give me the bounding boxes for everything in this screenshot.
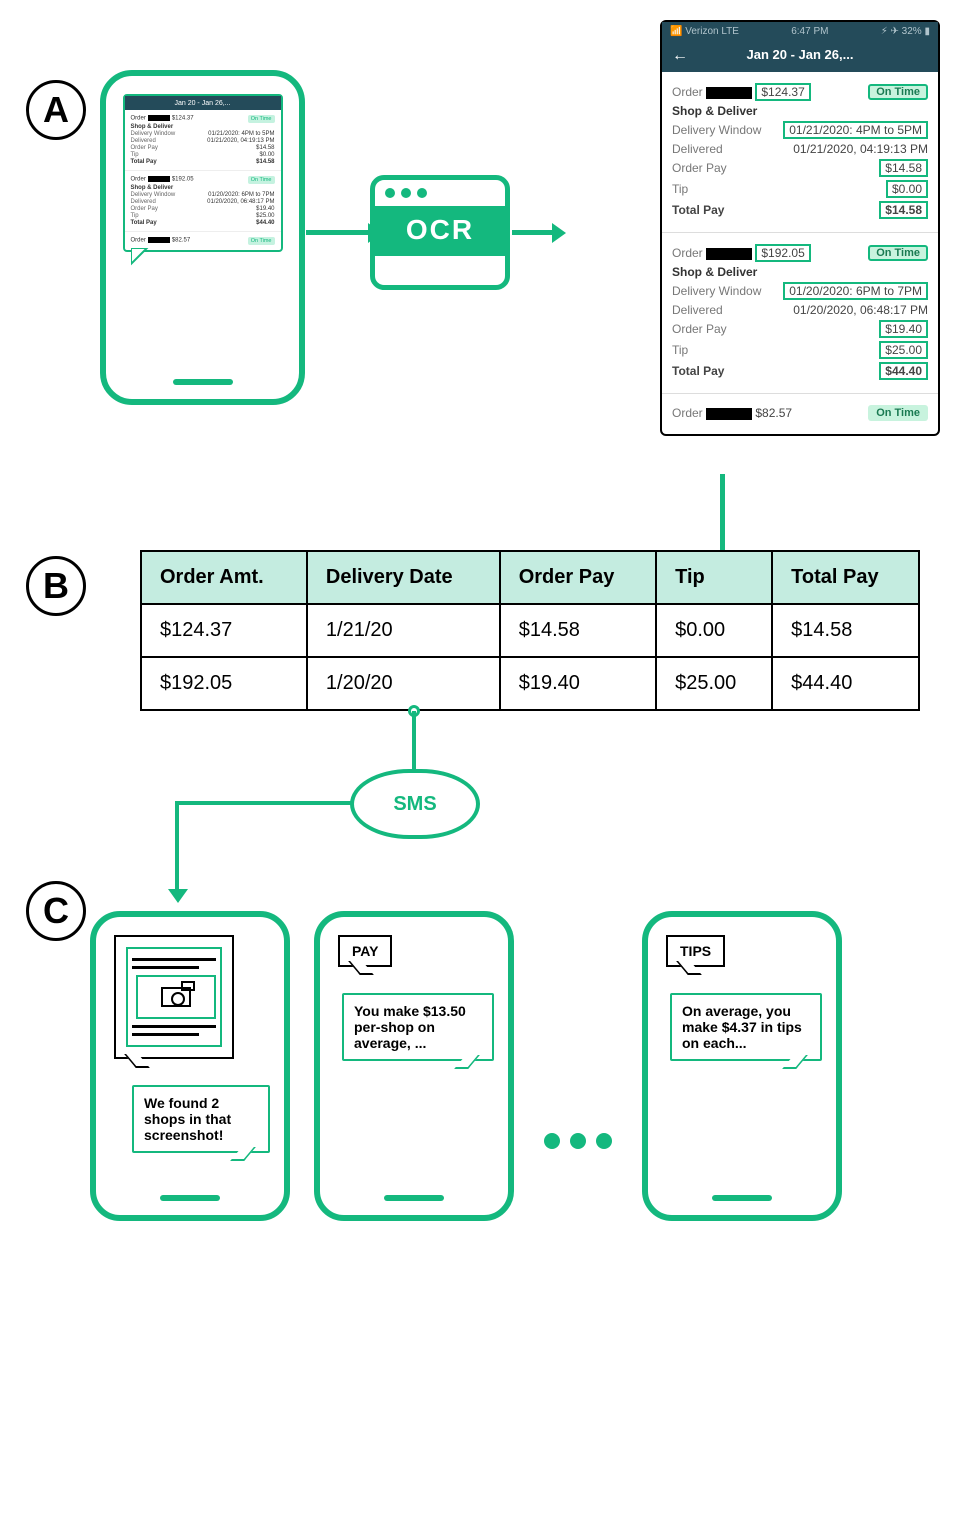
home-indicator [384, 1195, 444, 1201]
user-message: PAY [338, 935, 392, 967]
ellipsis-icon [544, 1133, 612, 1149]
reply-bubble: You make $13.50 per-shop on average, ... [342, 993, 494, 1061]
arrow-head-icon [168, 889, 188, 903]
redacted-icon [706, 408, 752, 420]
window-dot-icon [417, 188, 427, 198]
extracted-window: 01/21/2020: 4PM to 5PM [783, 121, 928, 139]
section-b: B Order Amt. Delivery Date Order Pay Tip… [20, 550, 960, 711]
window-dot-icon [385, 188, 395, 198]
ontime-badge: On Time [868, 84, 928, 100]
phone-response-1: We found 2 shops in that screenshot! [90, 911, 290, 1221]
col-total-pay: Total Pay [772, 551, 919, 604]
redacted-icon [706, 87, 752, 99]
speech-tail-icon [131, 248, 151, 266]
connector-b-to-c: SMS [20, 711, 960, 911]
table-row: $192.051/20/20$19.40$25.00$44.40 [141, 657, 919, 710]
camera-icon [136, 975, 216, 1019]
phone-response-3: TIPS On average, you make $4.37 in tips … [642, 911, 842, 1221]
step-b-label: B [26, 556, 86, 616]
user-message: TIPS [666, 935, 725, 967]
extracted-pay: $19.40 [879, 320, 928, 338]
step-a-label: A [26, 80, 86, 140]
redacted-icon [706, 248, 752, 260]
ocr-process: OCR [370, 175, 510, 290]
extracted-total: $14.58 [879, 201, 928, 219]
section-c: C We found 2 shops in that screenshot! [20, 911, 960, 1221]
col-tip: Tip [656, 551, 772, 604]
extracted-amount: $192.05 [755, 244, 810, 262]
screenshot-thumbnail: Jan 20 - Jan 26,... Order$124.37On Time … [123, 94, 283, 252]
extracted-amount: $124.37 [755, 83, 810, 101]
ontime-badge: On Time [868, 405, 928, 421]
reply-bubble: We found 2 shops in that screenshot! [132, 1085, 270, 1153]
arrow-to-ocr [306, 230, 368, 235]
phone-input: Jan 20 - Jan 26,... Order$124.37On Time … [100, 70, 305, 405]
phone-status-bar: 📶 Verizon LTE 6:47 PM ⚡︎ ✈︎ 32% ▮ [662, 22, 938, 41]
ontime-badge: On Time [868, 245, 928, 261]
table-row: $124.371/21/20$14.58$0.00$14.58 [141, 604, 919, 657]
extracted-total: $44.40 [879, 362, 928, 380]
home-indicator [173, 379, 233, 385]
window-dot-icon [401, 188, 411, 198]
home-indicator [712, 1195, 772, 1201]
extracted-pay: $14.58 [879, 159, 928, 177]
sms-node: SMS [350, 769, 480, 839]
order-card: Order $192.05 On Time Shop & Deliver Del… [662, 233, 938, 394]
doc-message [114, 935, 234, 1059]
order-card: Order $124.37 On Time Shop & Deliver Del… [662, 72, 938, 233]
extracted-window: 01/20/2020: 6PM to 7PM [783, 282, 928, 300]
step-c-label: C [26, 881, 86, 941]
extracted-tip: $25.00 [879, 341, 928, 359]
parsed-screenshot: 📶 Verizon LTE 6:47 PM ⚡︎ ✈︎ 32% ▮ ← Jan … [660, 20, 940, 436]
mini-header: Jan 20 - Jan 26,... [125, 96, 281, 110]
col-delivery-date: Delivery Date [307, 551, 500, 604]
extracted-tip: $0.00 [886, 180, 928, 198]
reply-bubble: On average, you make $4.37 in tips on ea… [670, 993, 822, 1061]
phone-title: ← Jan 20 - Jan 26,... [662, 41, 938, 72]
ocr-label: OCR [375, 206, 505, 256]
back-icon: ← [672, 47, 688, 65]
phone-response-2: PAY You make $13.50 per-shop on average,… [314, 911, 514, 1221]
col-order-amt: Order Amt. [141, 551, 307, 604]
order-card-partial: Order $82.57 On Time [662, 394, 938, 434]
extracted-table: Order Amt. Delivery Date Order Pay Tip T… [140, 550, 920, 711]
arrow-to-parsed [512, 230, 552, 235]
col-order-pay: Order Pay [500, 551, 656, 604]
home-indicator [160, 1195, 220, 1201]
section-a: A Jan 20 - Jan 26,... Order$124.37On Tim… [20, 20, 960, 500]
